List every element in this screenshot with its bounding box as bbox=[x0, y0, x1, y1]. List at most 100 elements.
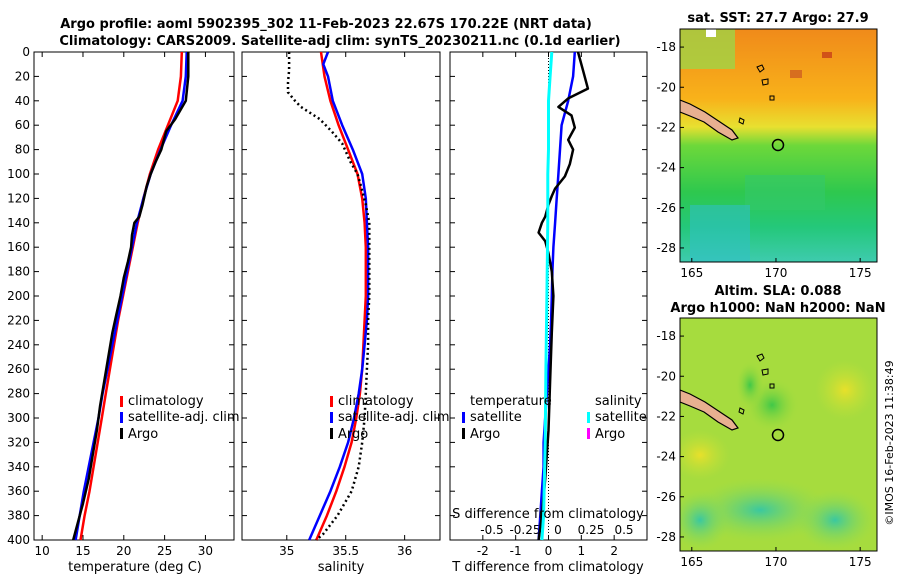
series-satellite-adj-clim bbox=[74, 51, 188, 541]
island-outlines bbox=[738, 353, 775, 415]
map-x-tick-label: 170 bbox=[765, 555, 788, 569]
legend-argo: Argo bbox=[338, 427, 368, 442]
difference-legend: temperature satellite Argo salinity sate… bbox=[462, 394, 647, 442]
x-tick-label: 15 bbox=[75, 544, 90, 558]
y-tick-label: 60 bbox=[15, 118, 30, 132]
series-climatology bbox=[315, 51, 368, 541]
legend-swatch-satellite bbox=[330, 412, 333, 423]
y-tick-label: 280 bbox=[7, 387, 30, 401]
sla-high-anomaly bbox=[815, 360, 875, 420]
y-tick-label: 320 bbox=[7, 435, 30, 449]
map-y-tick-label: -28 bbox=[656, 241, 676, 255]
temperature-legend: climatology satellite-adj. clim Argo bbox=[120, 394, 240, 442]
temperature-profile-panel: 10 15 20 25 30020406080100120140160180200220… bbox=[7, 45, 235, 558]
legend-swatch-climatology bbox=[120, 396, 123, 407]
main-title-line1: Argo profile: aoml 5902395_302 11-Feb-20… bbox=[60, 17, 592, 32]
y-tick-label: 360 bbox=[7, 484, 30, 498]
salinity-legend: climatology satellite-adj. clim Argo bbox=[330, 394, 450, 442]
legend-climatology: climatology bbox=[338, 394, 414, 409]
sst-map-ticks: 165 170 175 -18 -20 -22 -24 -26 -28 bbox=[656, 40, 871, 280]
y-tick-label: 340 bbox=[7, 460, 30, 474]
sla-map-ticks: 165 170 175 -18 -20 -22 -24 -26 -28 bbox=[656, 329, 871, 569]
x-tick-label: 20 bbox=[116, 544, 131, 558]
map-y-tick-label: -24 bbox=[656, 450, 676, 464]
y-tick-label: 260 bbox=[7, 362, 30, 376]
difference-top-label: S difference from climatology bbox=[452, 507, 644, 522]
x-tick-label: 10 bbox=[35, 544, 50, 558]
sst-missing-pixels bbox=[706, 29, 716, 37]
main-title-line2: Climatology: CARS2009. Satellite-adj cli… bbox=[59, 34, 620, 49]
s-tick-label: 0.5 bbox=[614, 523, 633, 537]
sst-map bbox=[679, 28, 878, 263]
argo-position-marker bbox=[771, 428, 785, 442]
legend-t-satellite: satellite bbox=[470, 410, 522, 425]
legend-swatch-argo bbox=[120, 428, 123, 439]
x-tick-label: 30 bbox=[198, 544, 213, 558]
sst-map-frame bbox=[679, 28, 878, 263]
y-tick-label: 220 bbox=[7, 313, 30, 327]
map-y-tick-label: -26 bbox=[656, 201, 676, 215]
sla-map bbox=[679, 317, 878, 552]
map-x-tick-label: 165 bbox=[680, 555, 703, 569]
copyright-label: ©IMOS 16-Feb-2023 11:38:49 bbox=[883, 360, 896, 525]
y-tick-label: 200 bbox=[7, 289, 30, 303]
legend-s-argo: Argo bbox=[595, 427, 625, 442]
map-y-tick-label: -18 bbox=[656, 40, 676, 54]
legend-swatch-satellite bbox=[120, 412, 123, 423]
map-y-tick-label: -22 bbox=[656, 409, 676, 423]
legend-argo: Argo bbox=[128, 427, 158, 442]
island-outlines bbox=[738, 64, 775, 125]
y-tick-label: 120 bbox=[7, 191, 30, 205]
sla-low-anomaly bbox=[680, 490, 730, 550]
legend-temperature-heading: temperature bbox=[470, 394, 552, 409]
map-y-tick-label: -28 bbox=[656, 530, 676, 544]
map-x-tick-label: 165 bbox=[680, 266, 703, 280]
x-tick-label: 36 bbox=[397, 544, 412, 558]
x-tick-label: 25 bbox=[157, 544, 172, 558]
y-tick-label: 400 bbox=[7, 533, 30, 547]
map-x-tick-label: 170 bbox=[765, 266, 788, 280]
map-y-tick-label: -26 bbox=[656, 490, 676, 504]
x-tick-label: 2 bbox=[610, 544, 618, 558]
sla-map-title-line2: Argo h1000: NaN h2000: NaN bbox=[670, 301, 885, 316]
argo-position-marker bbox=[771, 138, 785, 152]
sst-warm-pixels bbox=[790, 70, 802, 78]
legend-t-argo: Argo bbox=[470, 427, 500, 442]
y-tick-label: 20 bbox=[15, 69, 30, 83]
salinity-xlabel: salinity bbox=[318, 560, 365, 575]
y-tick-label: 160 bbox=[7, 240, 30, 254]
new-caledonia-landmass bbox=[680, 389, 739, 431]
legend-satellite: satellite-adj. clim bbox=[338, 410, 450, 425]
y-tick-label: 140 bbox=[7, 216, 30, 230]
y-tick-label: 100 bbox=[7, 167, 30, 181]
difference-profile-panel: -2 -1 0 1 2 -0.5 -0.25 0 0.25 0.5 bbox=[449, 51, 648, 558]
series-salinity-satellite bbox=[540, 51, 554, 541]
y-tick-label: 300 bbox=[7, 411, 30, 425]
map-y-tick-label: -18 bbox=[656, 329, 676, 343]
legend-swatch-climatology bbox=[330, 396, 333, 407]
sla-map-title-line1: Altim. SLA: 0.088 bbox=[715, 284, 842, 299]
legend-swatch-argo bbox=[330, 428, 333, 439]
sst-cool-patch bbox=[690, 205, 750, 262]
temperature-axes-frame bbox=[33, 51, 235, 541]
legend-satellite: satellite-adj. clim bbox=[128, 410, 240, 425]
x-tick-label: -2 bbox=[477, 544, 489, 558]
map-y-tick-label: -20 bbox=[656, 80, 676, 94]
map-x-tick-label: 175 bbox=[849, 555, 872, 569]
x-tick-label: 35 bbox=[279, 544, 294, 558]
sst-warm-pixels bbox=[822, 52, 832, 58]
legend-swatch-t-argo bbox=[462, 428, 465, 439]
s-tick-label: -0.5 bbox=[480, 523, 503, 537]
series-argo bbox=[71, 52, 190, 541]
temperature-xlabel: temperature (deg C) bbox=[68, 560, 202, 575]
x-tick-label: 0 bbox=[545, 544, 553, 558]
legend-s-satellite: satellite bbox=[595, 410, 647, 425]
legend-swatch-s-argo bbox=[587, 428, 590, 439]
series-argo bbox=[286, 52, 371, 541]
map-y-tick-label: -24 bbox=[656, 161, 676, 175]
legend-swatch-t-satellite bbox=[462, 412, 465, 423]
x-tick-label: -1 bbox=[510, 544, 522, 558]
y-tick-label: 40 bbox=[15, 94, 30, 108]
y-tick-label: 180 bbox=[7, 265, 30, 279]
